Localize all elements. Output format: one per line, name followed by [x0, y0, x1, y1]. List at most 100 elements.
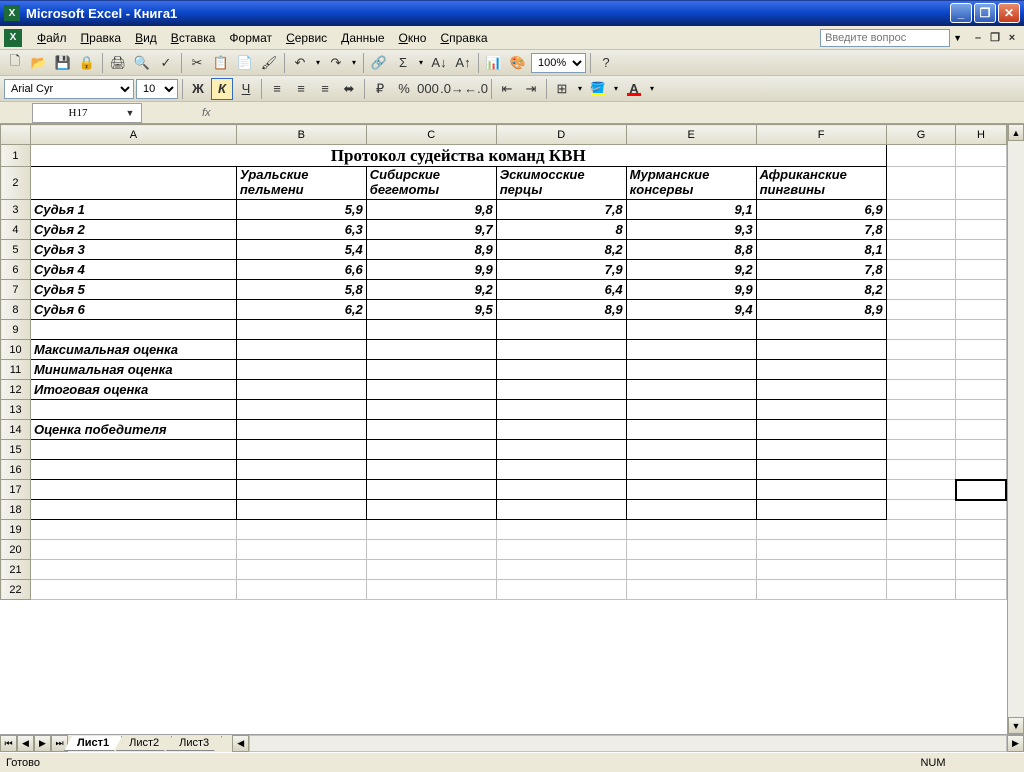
cell-F7[interactable]: 8,2	[756, 280, 886, 300]
percent-button[interactable]: %	[393, 78, 415, 100]
cell-F5[interactable]: 8,1	[756, 240, 886, 260]
cell-D11[interactable]	[496, 360, 626, 380]
cell-E13[interactable]	[626, 400, 756, 420]
cell-C9[interactable]	[366, 320, 496, 340]
cell-D13[interactable]	[496, 400, 626, 420]
permissions-button[interactable]: 🔒	[76, 52, 98, 74]
cell-G3[interactable]	[886, 200, 956, 220]
doc-minimize-button[interactable]: –	[970, 31, 986, 45]
cell-B21[interactable]	[236, 560, 366, 580]
col-header-H[interactable]: H	[956, 125, 1006, 145]
new-button[interactable]: 🗋	[4, 52, 26, 74]
formula-input[interactable]	[215, 103, 1024, 123]
fill-color-button[interactable]: 🪣	[587, 78, 609, 100]
cell-B2[interactable]: Уральскиепельмени	[236, 167, 366, 200]
cell-C21[interactable]	[366, 560, 496, 580]
print-preview-button[interactable]: 🔍	[131, 52, 153, 74]
menu-view[interactable]: Вид	[128, 29, 164, 47]
help-question-input[interactable]	[820, 29, 950, 47]
cell-H17[interactable]	[956, 480, 1006, 500]
cell-G16[interactable]	[886, 460, 956, 480]
cell-E5[interactable]: 8,8	[626, 240, 756, 260]
cell-E8[interactable]: 9,4	[626, 300, 756, 320]
cell-C14[interactable]	[366, 420, 496, 440]
cell-A21[interactable]	[30, 560, 236, 580]
cell-A18[interactable]	[30, 500, 236, 520]
cell-A13[interactable]	[30, 400, 236, 420]
cell-D4[interactable]: 8	[496, 220, 626, 240]
cell-A8[interactable]: Судья 6	[30, 300, 236, 320]
col-header-G[interactable]: G	[886, 125, 956, 145]
cell-H18[interactable]	[956, 500, 1006, 520]
cell-A17[interactable]	[30, 480, 236, 500]
row-header-3[interactable]: 3	[1, 200, 31, 220]
cell-H1[interactable]	[956, 145, 1006, 167]
cell-A15[interactable]	[30, 440, 236, 460]
cell-D22[interactable]	[496, 580, 626, 600]
cell-G20[interactable]	[886, 540, 956, 560]
name-box[interactable]: ▼	[32, 103, 142, 123]
cell-G2[interactable]	[886, 167, 956, 200]
cell-G13[interactable]	[886, 400, 956, 420]
cell-C17[interactable]	[366, 480, 496, 500]
menu-format[interactable]: Формат	[222, 29, 279, 47]
row-header-12[interactable]: 12	[1, 380, 31, 400]
cell-C11[interactable]	[366, 360, 496, 380]
paste-button[interactable]: 📄	[234, 52, 256, 74]
cell-G14[interactable]	[886, 420, 956, 440]
cell-D12[interactable]	[496, 380, 626, 400]
cell-B15[interactable]	[236, 440, 366, 460]
cell-D15[interactable]	[496, 440, 626, 460]
cell-H11[interactable]	[956, 360, 1006, 380]
cell-C20[interactable]	[366, 540, 496, 560]
sheet-tab-2[interactable]: Лист2	[116, 736, 172, 751]
font-color-dropdown[interactable]: ▾	[647, 84, 657, 93]
cell-E19[interactable]	[626, 520, 756, 540]
cell-G18[interactable]	[886, 500, 956, 520]
font-size-combo[interactable]: 10	[136, 79, 178, 99]
cell-D20[interactable]	[496, 540, 626, 560]
cell-C4[interactable]: 9,7	[366, 220, 496, 240]
cell-H21[interactable]	[956, 560, 1006, 580]
row-header-11[interactable]: 11	[1, 360, 31, 380]
cell-A14[interactable]: Оценка победителя	[30, 420, 236, 440]
menu-window[interactable]: Окно	[392, 29, 434, 47]
cell-F11[interactable]	[756, 360, 886, 380]
col-header-F[interactable]: F	[756, 125, 886, 145]
doc-close-button[interactable]: ×	[1004, 31, 1020, 45]
cell-E15[interactable]	[626, 440, 756, 460]
cell-F9[interactable]	[756, 320, 886, 340]
align-left-button[interactable]: ≡	[266, 78, 288, 100]
cell-F8[interactable]: 8,9	[756, 300, 886, 320]
sort-asc-button[interactable]: A↓	[428, 52, 450, 74]
cell-D18[interactable]	[496, 500, 626, 520]
open-button[interactable]: 📂	[28, 52, 50, 74]
bold-button[interactable]: Ж	[187, 78, 209, 100]
cell-G7[interactable]	[886, 280, 956, 300]
cell-E9[interactable]	[626, 320, 756, 340]
name-box-dropdown[interactable]: ▼	[123, 108, 137, 118]
cell-D6[interactable]: 7,9	[496, 260, 626, 280]
cell-D17[interactable]	[496, 480, 626, 500]
cell-H4[interactable]	[956, 220, 1006, 240]
cell-G1[interactable]	[886, 145, 956, 167]
cell-H2[interactable]	[956, 167, 1006, 200]
cell-C5[interactable]: 8,9	[366, 240, 496, 260]
increase-decimal-button[interactable]: .0→	[441, 78, 463, 100]
vertical-scrollbar[interactable]: ▲ ▼	[1007, 124, 1024, 734]
cell-E20[interactable]	[626, 540, 756, 560]
cell-H8[interactable]	[956, 300, 1006, 320]
row-header-21[interactable]: 21	[1, 560, 31, 580]
cell-C3[interactable]: 9,8	[366, 200, 496, 220]
comma-button[interactable]: 000	[417, 78, 439, 100]
cell-G19[interactable]	[886, 520, 956, 540]
cell-D16[interactable]	[496, 460, 626, 480]
align-right-button[interactable]: ≡	[314, 78, 336, 100]
row-header-14[interactable]: 14	[1, 420, 31, 440]
cell-G11[interactable]	[886, 360, 956, 380]
row-header-4[interactable]: 4	[1, 220, 31, 240]
cell-F22[interactable]	[756, 580, 886, 600]
menu-insert[interactable]: Вставка	[164, 29, 223, 47]
cell-D8[interactable]: 8,9	[496, 300, 626, 320]
row-header-1[interactable]: 1	[1, 145, 31, 167]
